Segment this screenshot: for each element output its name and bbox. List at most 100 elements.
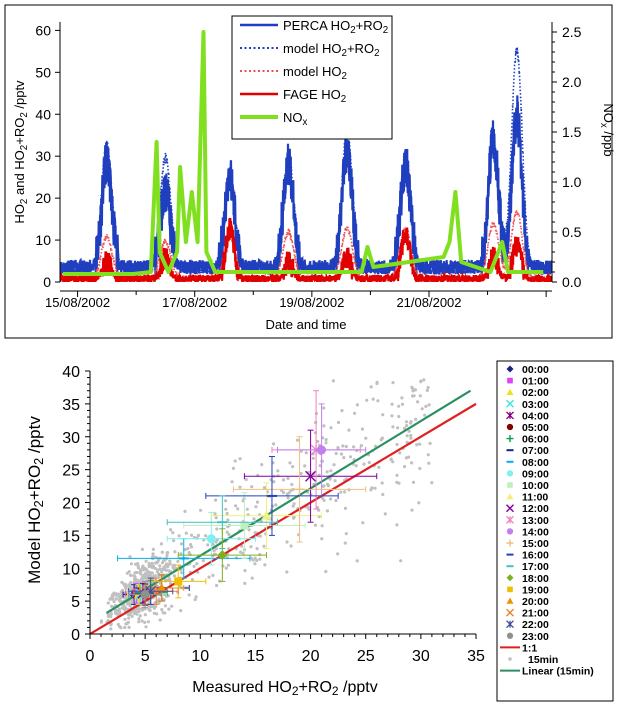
top-y-tick-label: 40: [35, 106, 51, 122]
scatter-point: [226, 563, 230, 567]
scatter-point: [143, 566, 147, 571]
scatter-point: [376, 399, 380, 403]
scatter-point: [195, 562, 199, 566]
hourly-marker: [261, 510, 272, 520]
scatter-point: [295, 438, 300, 442]
scatter-point: [371, 397, 375, 401]
scatter-point: [244, 477, 248, 482]
scatter-point: [160, 570, 164, 574]
top-legend-label-part: x: [303, 117, 308, 128]
scatter-point: [418, 394, 422, 398]
scatter-point: [416, 400, 420, 404]
scatter-point: [426, 453, 430, 457]
scatter-point: [214, 540, 218, 544]
scatter-point: [146, 620, 150, 624]
scatter-point: [128, 604, 132, 608]
scatter-point: [243, 581, 247, 586]
scatter-point: [252, 517, 256, 521]
scatter-point: [189, 543, 193, 547]
scatter-point: [391, 460, 395, 464]
scatter-point: [355, 448, 359, 453]
top-y-axis-label-part: and HO: [12, 150, 27, 198]
scatter-point: [112, 600, 116, 604]
bottom-y-tick-label: 30: [62, 430, 80, 447]
bottom-legend-marker: [506, 515, 514, 524]
scatter-point: [381, 492, 385, 497]
scatter-point: [411, 387, 415, 391]
top-y2-axis-label-part: NO: [601, 103, 616, 123]
scatter-point: [225, 511, 229, 516]
scatter-point: [195, 536, 199, 540]
scatter-point: [122, 582, 126, 586]
scatter-point: [291, 504, 295, 508]
top-y-axis-label-part: HO: [12, 204, 27, 224]
scatter-chart: 0 5 10 15 20 25 30 35 40 0 5 10 15 20 25 30 35 Measured H…: [25, 360, 614, 702]
scatter-point: [153, 566, 157, 571]
scatter-point: [428, 441, 432, 445]
bottom-legend-label: 22:00: [522, 619, 549, 631]
bottom-legend-label: 14:00: [522, 526, 549, 538]
scatter-point: [144, 625, 148, 629]
scatter-point: [258, 534, 262, 538]
bottom-legend-label: 02:00: [522, 387, 549, 399]
scatter-point: [136, 580, 140, 584]
scatter-point: [176, 559, 180, 564]
scatter-point: [239, 550, 243, 554]
scatter-point: [165, 594, 169, 598]
scatter-point: [149, 605, 153, 609]
bottom-legend-label: 00:00: [522, 364, 549, 376]
scatter-point: [179, 609, 183, 613]
scatter-point: [158, 618, 162, 622]
scatter-point: [168, 562, 172, 566]
scatter-point: [245, 507, 249, 511]
scatter-point: [162, 593, 166, 597]
scatter-point: [354, 464, 358, 468]
scatter-point: [343, 541, 347, 545]
top-y-tick-label: 10: [35, 232, 51, 248]
top-legend-label: PERCA HO2+RO2: [283, 18, 388, 36]
scatter-point: [341, 444, 345, 448]
hourly-marker: [206, 534, 216, 544]
top-y-axis-label-part: +RO: [12, 118, 27, 145]
scatter-point: [187, 593, 191, 597]
top-y2-tick-label: 1.5: [562, 124, 582, 140]
scatter-point: [412, 394, 416, 398]
scatter-point: [339, 452, 344, 456]
scatter-point: [132, 574, 136, 578]
bottom-y-tick-label: 25: [62, 463, 80, 480]
scatter-point: [411, 480, 416, 484]
bottom-x-tick-label: 20: [302, 648, 320, 665]
scatter-point: [126, 620, 130, 624]
top-legend-label: model HO2: [283, 64, 347, 82]
scatter-point: [322, 498, 326, 502]
scatter-point: [353, 411, 357, 415]
bottom-legend-marker: [506, 365, 514, 373]
scatter-point: [365, 398, 369, 402]
scatter-point: [274, 503, 278, 507]
scatter-point: [251, 558, 255, 562]
scatter-point: [168, 559, 172, 563]
hourly-marker: [294, 484, 305, 495]
scatter-point: [344, 444, 348, 449]
scatter-point: [135, 570, 139, 575]
bottom-legend-label: 16:00: [522, 550, 549, 562]
scatter-point: [147, 572, 151, 576]
hourly-marker: [305, 470, 317, 482]
scatter-point: [430, 481, 434, 485]
scatter-point: [415, 443, 419, 447]
top-y-axis-label-part: 2: [19, 145, 30, 150]
scatter-point: [276, 469, 280, 473]
scatter-point: [116, 622, 120, 627]
model-ho2ro2-line: [60, 47, 552, 277]
top-plot-area: [60, 30, 552, 282]
scatter-point: [343, 506, 348, 510]
hourly-marker: [156, 582, 167, 592]
scatter-point: [322, 424, 326, 428]
scatter-point: [299, 471, 303, 476]
scatter-point: [342, 456, 346, 460]
scatter-point: [179, 542, 184, 546]
bottom-legend-label: Linear (15min): [522, 666, 594, 678]
top-legend-label-part: PERCA HO: [283, 18, 350, 33]
scatter-point: [145, 576, 149, 580]
scatter-point: [375, 380, 379, 384]
